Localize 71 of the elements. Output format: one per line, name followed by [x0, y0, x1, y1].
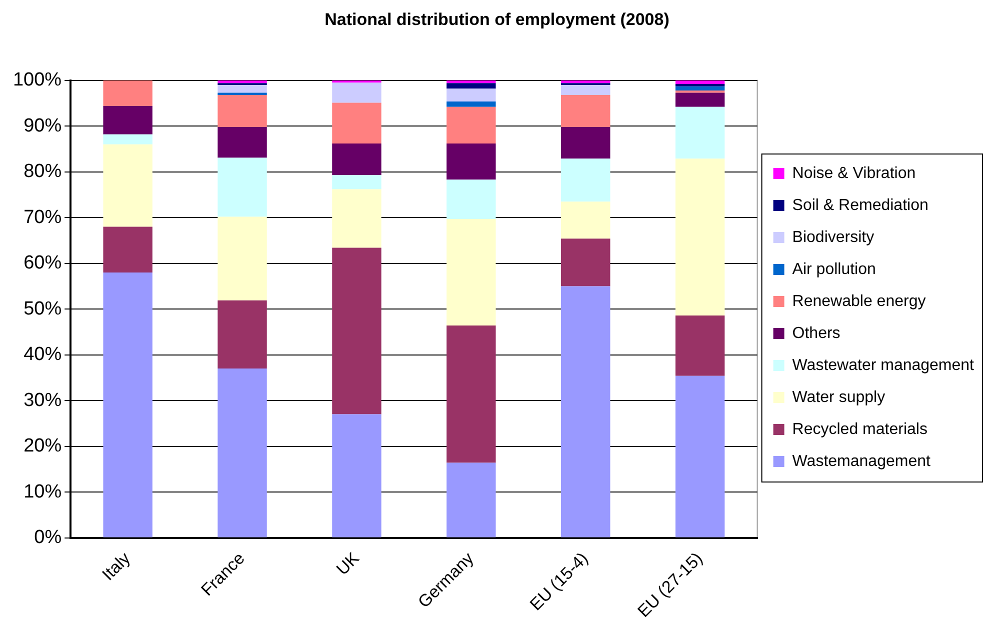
bar	[675, 80, 725, 84]
bar	[332, 414, 382, 538]
bar	[561, 84, 610, 96]
y-tick-label: 60%	[24, 252, 62, 274]
bar	[675, 158, 725, 316]
bar	[103, 80, 152, 106]
bar	[103, 272, 152, 538]
legend-label: Noise & Vibration	[792, 164, 916, 182]
legend-label: Biodiversity	[792, 228, 874, 246]
bar	[332, 248, 382, 414]
bar	[446, 106, 496, 144]
bar	[446, 101, 496, 107]
bar	[561, 127, 610, 159]
y-tick-label: 90%	[24, 115, 62, 136]
legend-label: Soil & Remediation	[792, 196, 928, 214]
bar	[332, 102, 382, 144]
x-tick-label: UK	[332, 548, 364, 579]
y-tick-label: 100%	[12, 70, 62, 91]
y-tick-label: 50%	[24, 298, 62, 320]
legend-label: Recycled materials	[792, 420, 928, 438]
y-tick-label: 40%	[24, 344, 62, 366]
bar	[446, 218, 496, 326]
bar	[103, 134, 152, 144]
y-tick-label: 70%	[24, 206, 62, 228]
bar	[561, 202, 610, 239]
bar	[561, 238, 610, 286]
y-tick-label: 80%	[24, 161, 62, 182]
legend-label: Wastewater management	[792, 356, 975, 374]
bar	[103, 106, 152, 134]
bar	[218, 80, 267, 84]
bar	[218, 158, 267, 217]
bar	[561, 286, 610, 538]
y-tick-label: 0%	[34, 527, 62, 548]
bar	[218, 368, 267, 538]
bar	[218, 95, 267, 128]
bar	[218, 300, 267, 369]
legend-label: Renewable energy	[792, 292, 926, 310]
x-tick-label: Italy	[98, 548, 134, 584]
bar	[446, 144, 496, 180]
bar	[446, 88, 496, 102]
bar	[446, 80, 496, 84]
bar	[561, 158, 610, 202]
bar	[332, 144, 382, 176]
chart-title: National distribution of employment (2008)	[324, 10, 670, 29]
bar	[103, 226, 152, 272]
legend-label: Air pollution	[792, 260, 876, 278]
bar	[446, 83, 496, 89]
bar	[218, 216, 267, 300]
bar	[332, 189, 382, 248]
y-tick-label: 20%	[24, 436, 62, 457]
y-tick-label: 30%	[24, 390, 62, 411]
bar	[218, 92, 267, 96]
bar	[675, 106, 725, 159]
bar	[675, 376, 725, 538]
bar	[218, 127, 267, 158]
legend-label: Water supply	[792, 388, 886, 406]
bar	[332, 175, 382, 190]
bar	[561, 95, 610, 128]
bar	[561, 80, 610, 84]
bar	[218, 84, 267, 93]
bar	[675, 86, 725, 90]
legend-label: Wastemanagement	[792, 452, 931, 470]
bar	[332, 82, 382, 103]
legend-label: Others	[792, 324, 840, 342]
bar	[446, 326, 496, 463]
bar	[103, 144, 152, 227]
y-tick-label: 10%	[24, 481, 62, 502]
bar	[675, 92, 725, 107]
bar	[446, 462, 496, 538]
bar	[675, 315, 725, 376]
bar	[446, 180, 496, 219]
